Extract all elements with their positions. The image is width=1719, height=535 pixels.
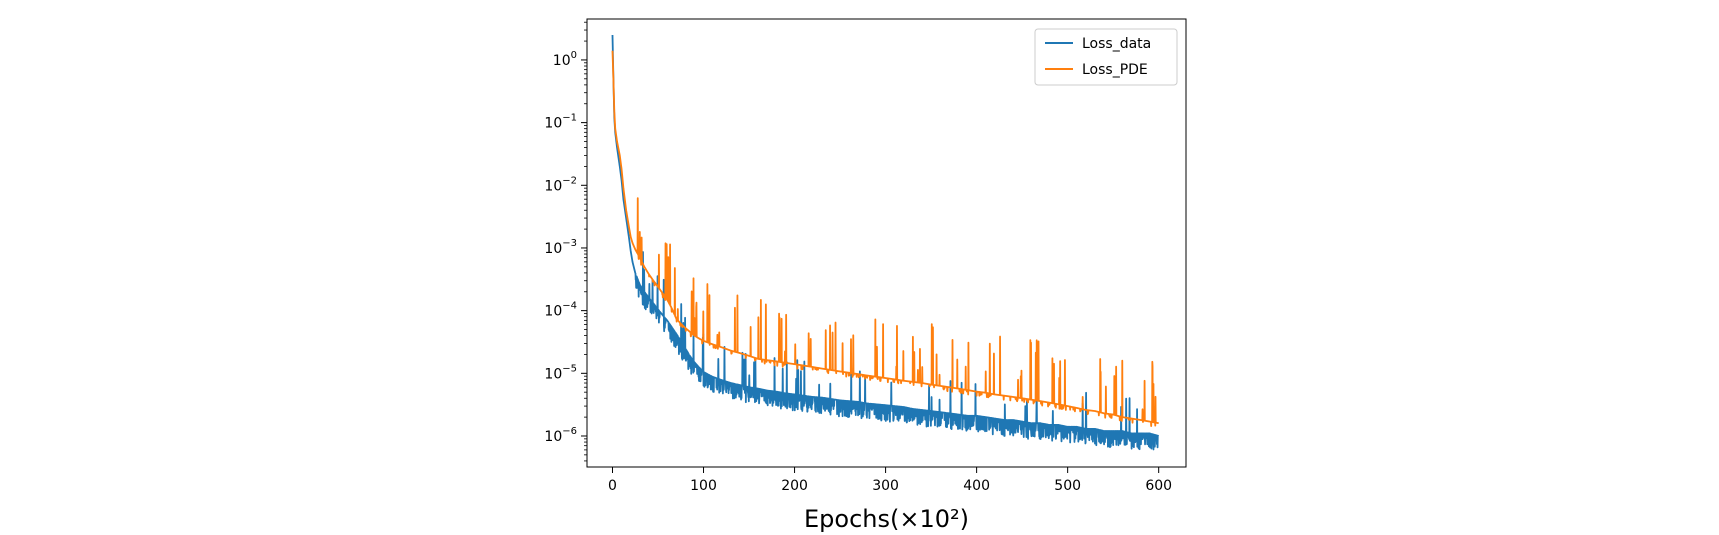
x-tick-label: 100 [690, 478, 717, 494]
y-tick-label: 10−1 [544, 113, 577, 132]
y-tick-label: 100 [553, 50, 577, 69]
y-tick-label: 10−4 [544, 301, 577, 320]
x-tick-label: 0 [608, 478, 617, 494]
plot-frame [586, 18, 1187, 468]
x-tick-label: 600 [1145, 478, 1172, 494]
legend: Loss_data Loss_PDE [1034, 28, 1178, 86]
x-tick-label: 400 [963, 478, 990, 494]
series-line-loss-pde [611, 50, 1160, 427]
y-tick-label: 10−5 [544, 363, 577, 382]
legend-label-loss-pde: Loss_PDE [1082, 62, 1148, 78]
series-line-loss-data [611, 34, 1160, 451]
y-tick-label: 10−3 [544, 238, 577, 257]
y-tick-label: 10−2 [544, 175, 577, 194]
x-tick-label: 300 [872, 478, 899, 494]
x-axis-label: Epochs(×10²) [804, 505, 969, 533]
legend-label-loss-data: Loss_data [1082, 36, 1151, 52]
x-tick-label: 200 [781, 478, 808, 494]
axes-layer: 0 100 200 300 400 500 600 100 10−1 10−2 10−3 10−4 10… [544, 18, 1187, 494]
series-layer [611, 34, 1160, 451]
y-tick-label: 10−6 [544, 426, 577, 445]
x-tick-label: 500 [1054, 478, 1081, 494]
